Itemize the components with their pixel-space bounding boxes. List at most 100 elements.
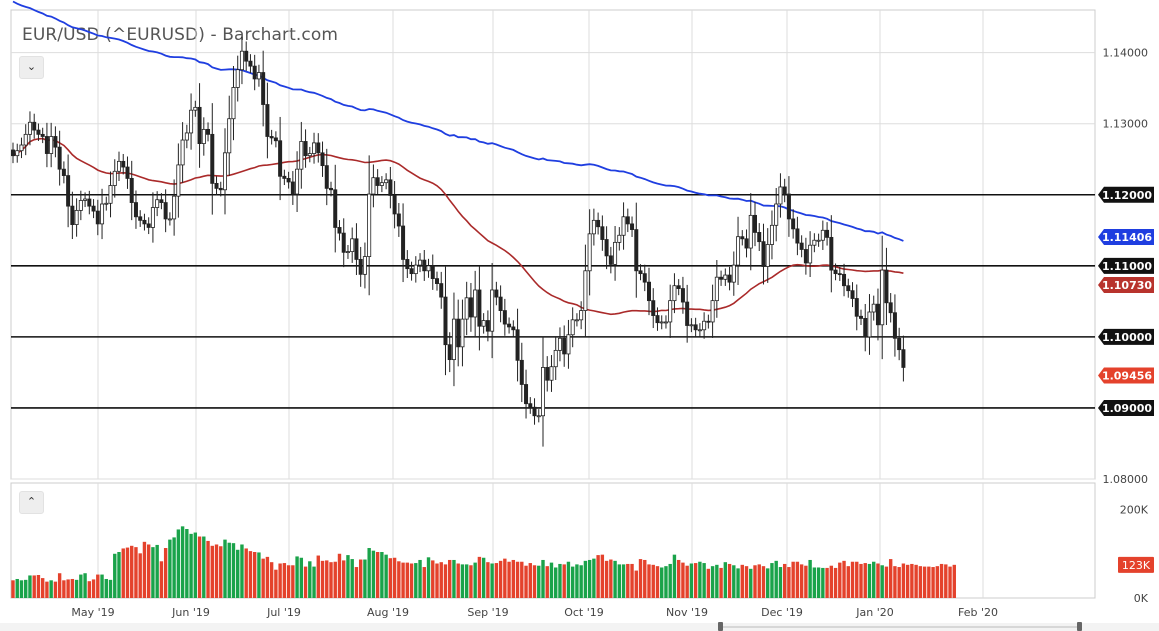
volume-bar: [613, 560, 617, 598]
volume-bar: [240, 544, 244, 598]
candle-body: [222, 152, 227, 191]
candle-body: [341, 232, 346, 253]
volume-bar: [948, 566, 952, 598]
volume-bar: [19, 580, 24, 598]
candle-body: [256, 72, 261, 80]
volume-bar: [715, 564, 719, 598]
candle-body: [172, 195, 177, 220]
volume-bar: [583, 560, 588, 598]
volume-bar: [473, 562, 477, 598]
volume-bar: [100, 574, 104, 598]
volume-bar: [113, 553, 117, 598]
candle-body: [859, 315, 864, 319]
candle-body: [74, 209, 79, 226]
candle-body: [570, 319, 575, 336]
candle-body: [19, 144, 24, 152]
volume-bar: [134, 547, 138, 598]
candle-body: [901, 349, 906, 368]
candle-body: [473, 289, 478, 318]
candle-body: [833, 269, 838, 275]
candle-body: [159, 199, 164, 203]
candle-body: [541, 367, 546, 417]
candle-body: [477, 289, 482, 327]
volume-bar: [405, 562, 410, 598]
volume-bar: [634, 570, 638, 598]
candle-body: [630, 223, 635, 230]
scrollbar-handle[interactable]: [1077, 622, 1082, 631]
volume-bar: [494, 563, 499, 598]
candle-body: [825, 229, 830, 238]
volume-bar: [511, 559, 516, 598]
candle-body: [613, 241, 618, 265]
candle-body: [261, 72, 266, 105]
candle-body: [562, 337, 567, 355]
volume-bar: [821, 567, 825, 598]
candle-body: [439, 283, 444, 298]
candle-body: [655, 315, 660, 324]
candle-body: [312, 142, 317, 154]
candle-body: [163, 202, 168, 220]
volume-bar: [342, 560, 346, 598]
candle-body: [61, 168, 66, 176]
candle-body: [566, 334, 571, 355]
candle-body: [307, 153, 312, 157]
candle-body: [719, 276, 724, 280]
candle-body: [401, 225, 406, 260]
candle-body: [515, 329, 520, 361]
volume-bar: [316, 555, 320, 598]
candle-body: [753, 214, 758, 233]
volume-bar: [371, 550, 376, 598]
volume-bar: [668, 563, 672, 598]
candle-body: [812, 239, 817, 246]
volume-bar: [32, 575, 36, 598]
volume-bar: [927, 566, 931, 598]
candle-body: [494, 289, 499, 298]
volume-bar: [570, 566, 575, 598]
volume-bar: [791, 561, 795, 598]
candle-body: [769, 224, 774, 245]
volume-bar: [757, 564, 761, 598]
candle-body: [189, 109, 194, 134]
volume-bar: [918, 566, 923, 598]
candle-body: [133, 202, 138, 218]
candle-body: [117, 160, 122, 172]
scrollbar-track: [0, 623, 1159, 631]
volume-bar: [651, 564, 655, 598]
candle-body: [740, 236, 745, 240]
support-resistance-lines: [11, 193, 1095, 409]
candle-body: [617, 234, 622, 243]
collapse-price-button[interactable]: ⌄: [19, 56, 44, 79]
volume-bar: [520, 561, 524, 598]
volume-bar: [426, 557, 431, 598]
candle-body: [409, 268, 414, 275]
candle-body: [456, 318, 461, 348]
candle-body: [40, 133, 45, 137]
volume-bar: [291, 565, 295, 598]
candle-body: [345, 251, 350, 254]
volume-bar: [367, 548, 371, 598]
candle-body: [808, 244, 813, 264]
volume-bar: [121, 548, 125, 598]
candle-body: [197, 106, 202, 144]
volume-bar: [855, 561, 859, 598]
candle-body: [528, 403, 533, 408]
candle-body: [112, 170, 117, 186]
volume-bar: [566, 561, 571, 598]
candle-body: [379, 182, 384, 186]
volume-bar: [274, 569, 278, 598]
volume-bar: [265, 556, 270, 598]
x-tick-label: Dec '19: [761, 606, 803, 619]
candle-body: [714, 276, 719, 302]
candle-body: [447, 344, 452, 361]
volume-bar: [922, 566, 927, 598]
candle-body: [697, 329, 702, 332]
collapse-volume-button[interactable]: ⌃: [19, 491, 44, 514]
volume-bar: [308, 561, 312, 598]
scrollbar-handle[interactable]: [718, 622, 723, 631]
volume-bar: [231, 543, 236, 598]
candle-body: [273, 137, 278, 142]
volume-tick-label: 200K: [1120, 504, 1149, 517]
volume-bar: [736, 568, 740, 598]
volume-bar: [130, 545, 134, 598]
volume-bar: [223, 539, 227, 598]
